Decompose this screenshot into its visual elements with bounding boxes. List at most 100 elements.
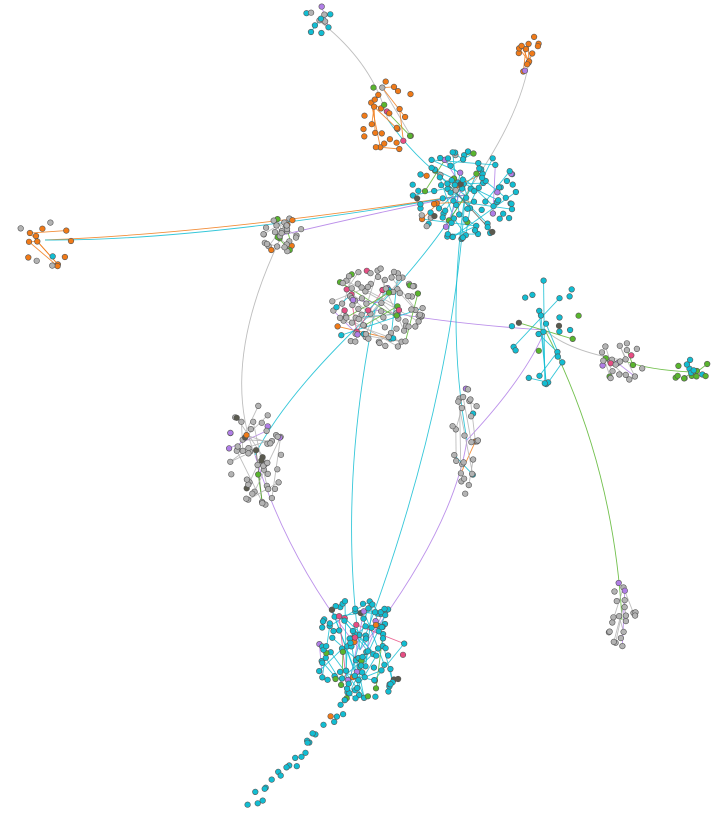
graph-node-56 bbox=[522, 45, 530, 53]
graph-node-329 bbox=[416, 311, 424, 318]
graph-node-37 bbox=[390, 83, 398, 90]
graph-node-34 bbox=[402, 113, 409, 121]
graph-node-417 bbox=[277, 451, 285, 458]
graph-node-365 bbox=[629, 361, 637, 369]
graph-node-436 bbox=[263, 427, 270, 435]
graph-node-594 bbox=[361, 674, 368, 681]
graph-node-555 bbox=[353, 621, 360, 628]
graph-node-614 bbox=[381, 605, 388, 613]
graph-node-103 bbox=[436, 174, 443, 181]
graph-node-523 bbox=[613, 597, 620, 605]
graph-node-396 bbox=[555, 322, 563, 329]
graph-node-114 bbox=[508, 200, 515, 207]
graph-node-472 bbox=[457, 470, 465, 477]
graph-node-609 bbox=[337, 668, 344, 676]
graph-node-569 bbox=[319, 618, 327, 625]
graph-node-252 bbox=[394, 343, 402, 350]
graph-edge-link-13 bbox=[455, 194, 468, 441]
graph-edge-c12-19 bbox=[621, 590, 626, 647]
graph-node-191 bbox=[61, 253, 69, 261]
graph-node-306 bbox=[414, 290, 422, 297]
graph-node-616 bbox=[332, 602, 339, 610]
graph-node-476 bbox=[453, 457, 460, 465]
graph-node-521 bbox=[621, 587, 628, 594]
graph-node-593 bbox=[378, 667, 385, 674]
graph-node-47 bbox=[525, 40, 532, 48]
graph-node-129 bbox=[417, 201, 424, 208]
graph-node-615 bbox=[375, 645, 382, 652]
graph-node-675 bbox=[268, 776, 275, 783]
graph-node-214 bbox=[292, 234, 300, 241]
graph-node-318 bbox=[343, 314, 350, 321]
graph-edge-c13-127 bbox=[356, 655, 377, 689]
graph-node-467 bbox=[264, 459, 271, 467]
graph-node-519 bbox=[621, 603, 628, 611]
graph-node-158 bbox=[503, 177, 511, 185]
graph-node-342 bbox=[616, 342, 623, 349]
graph-node-302 bbox=[405, 293, 412, 300]
graph-node-14 bbox=[371, 103, 378, 110]
graph-node-16 bbox=[396, 145, 403, 153]
graph-node-106 bbox=[508, 206, 516, 213]
graph-node-86 bbox=[470, 198, 478, 205]
graph-node-198 bbox=[263, 224, 270, 231]
graph-node-285 bbox=[345, 273, 353, 280]
graph-node-619 bbox=[359, 600, 367, 607]
graph-node-226 bbox=[273, 222, 280, 229]
graph-node-351 bbox=[622, 371, 629, 379]
graph-node-115 bbox=[456, 211, 463, 218]
graph-node-110 bbox=[512, 188, 520, 196]
graph-node-658 bbox=[333, 713, 341, 720]
graph-node-40 bbox=[368, 121, 375, 128]
graph-node-498 bbox=[469, 470, 476, 478]
graph-node-3 bbox=[311, 22, 319, 29]
graph-node-468 bbox=[259, 500, 266, 507]
graph-node-176 bbox=[500, 210, 507, 217]
graph-node-133 bbox=[495, 197, 502, 204]
graph-edge-c3-58 bbox=[476, 173, 507, 199]
graph-edge-c13-121 bbox=[341, 651, 344, 679]
graph-node-4 bbox=[318, 3, 325, 10]
graph-node-489 bbox=[460, 459, 467, 466]
graph-node-622 bbox=[352, 605, 359, 612]
graph-node-5 bbox=[322, 18, 329, 25]
graph-node-137 bbox=[418, 212, 425, 219]
graph-node-533 bbox=[368, 624, 375, 631]
graph-node-450 bbox=[228, 471, 235, 478]
graph-node-166 bbox=[489, 228, 496, 236]
graph-node-437 bbox=[255, 471, 262, 478]
graph-node-618 bbox=[362, 635, 370, 642]
graph-node-630 bbox=[345, 680, 352, 687]
graph-node-681 bbox=[244, 801, 251, 808]
graph-node-515 bbox=[610, 638, 617, 646]
graph-node-461 bbox=[238, 418, 245, 425]
graph-node-566 bbox=[324, 676, 331, 683]
graph-node-159 bbox=[475, 184, 482, 191]
graph-node-82 bbox=[421, 188, 429, 195]
graph-node-434 bbox=[268, 495, 276, 502]
graph-node-113 bbox=[438, 182, 445, 189]
graph-node-182 bbox=[33, 257, 40, 264]
graph-node-460 bbox=[264, 470, 271, 478]
graph-node-38 bbox=[381, 101, 388, 108]
graph-node-293 bbox=[419, 305, 426, 312]
edge-layer bbox=[28, 6, 708, 699]
graph-node-101 bbox=[482, 198, 489, 205]
graph-node-677 bbox=[261, 785, 268, 792]
graph-node-669 bbox=[292, 754, 299, 762]
graph-node-643 bbox=[351, 672, 358, 679]
graph-node-187 bbox=[34, 238, 41, 245]
graph-edge-c3-109 bbox=[452, 191, 517, 238]
graph-edge-c1-13 bbox=[381, 87, 412, 137]
graph-node-94 bbox=[490, 203, 497, 210]
graph-node-92 bbox=[414, 195, 421, 202]
graph-node-405 bbox=[556, 314, 563, 321]
graph-node-121 bbox=[442, 207, 449, 214]
graph-node-655 bbox=[341, 696, 348, 704]
graph-node-320 bbox=[385, 333, 392, 341]
graph-node-453 bbox=[243, 476, 250, 483]
graph-node-471 bbox=[247, 426, 254, 433]
graph-node-185 bbox=[17, 225, 24, 232]
graph-node-304 bbox=[374, 273, 382, 281]
